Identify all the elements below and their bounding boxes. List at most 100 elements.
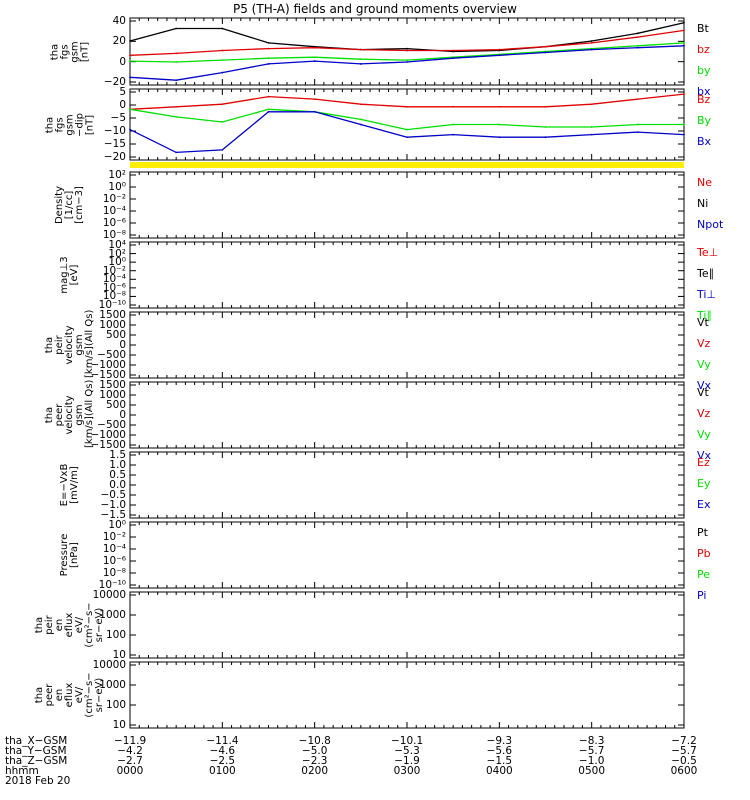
legend-temp-1: Te∥ (697, 267, 715, 280)
y-tick-label: 10⁰ (108, 519, 126, 531)
data-point-By (221, 121, 224, 123)
y-tick-label: −10 (103, 125, 126, 137)
y-tick-label: 0.0 (109, 479, 126, 491)
data-point-bx (359, 63, 362, 65)
data-point-Bz (498, 105, 501, 108)
y-tick-label: 0 (119, 55, 126, 68)
legend-fgs_dsl-1: By (697, 114, 712, 127)
x-row-value: −4.6 (209, 745, 236, 757)
data-point-By (683, 123, 685, 126)
data-point-Bt (406, 47, 408, 50)
data-point-bz (452, 49, 455, 52)
y-tick-label: 1.5 (109, 449, 126, 461)
y-tick-label: 1000 (99, 389, 126, 401)
data-point-Bz (221, 103, 224, 106)
panel-frame-fgs_dsl (129, 88, 685, 161)
x-row-label: hhmm (5, 765, 39, 777)
y-axis-label-peer_vel: tha peer velocity gsm [km/s](All Qs) (44, 379, 95, 448)
legend-fgs-2: by (697, 64, 711, 77)
data-point-bx (175, 79, 178, 82)
x-row-value: −7.2 (671, 735, 697, 747)
y-tick-label: 1000 (99, 679, 126, 691)
legend-pressure-3: Pi (697, 589, 707, 602)
y-tick-label: 1.0 (109, 459, 126, 471)
data-point-Bz (683, 93, 685, 95)
y-tick-label: 1500 (99, 309, 126, 321)
y-tick-label: −500 (97, 419, 126, 431)
y-axis-label-fgs_dsl: tha fgs gsm −dip [nT] (44, 112, 95, 137)
data-point-Bx (406, 136, 408, 139)
y-tick-label: 10⁻¹⁰ (98, 299, 126, 311)
data-point-Bt (267, 41, 270, 44)
y-tick-label: 10² (108, 169, 126, 181)
legend-peir_vel-2: Vy (697, 358, 711, 371)
y-tick-label: 5 (119, 86, 126, 98)
legend-peir_vel-1: Vz (697, 337, 711, 350)
data-point-Bx (175, 151, 178, 154)
data-point-Bt (175, 27, 178, 30)
y-tick-label: 0 (119, 339, 126, 351)
x-row-value: −5.7 (671, 745, 697, 757)
y-axis-label-temp: mag⊥3 [eV] (59, 256, 80, 294)
data-point-Bx (590, 133, 593, 136)
legend-fgs-0: Bt (697, 22, 709, 35)
panel-frame-peir_vel (129, 311, 685, 379)
data-point-Bx (452, 133, 455, 136)
y-tick-label: 10⁻⁶ (102, 217, 126, 229)
y-tick-label: 10⁻⁴ (102, 543, 126, 555)
data-point-By (406, 128, 408, 131)
legend-pressure-1: Pb (697, 547, 711, 560)
data-point-Bx (221, 148, 224, 151)
x-row-value: −10.1 (391, 735, 424, 747)
y-tick-label: −20 (103, 76, 126, 88)
data-point-Bt (636, 32, 639, 35)
x-row-label: tha_X−GSM (5, 735, 68, 747)
data-point-Bx (267, 110, 270, 113)
data-point-Bz (406, 105, 408, 108)
data-point-bz (175, 52, 178, 55)
data-point-Bt (590, 40, 593, 42)
panel-frame-pressure (129, 521, 685, 589)
y-tick-label: 1000 (99, 319, 126, 331)
panel-frame-density (129, 171, 685, 239)
data-point-Bz (175, 105, 178, 108)
y-tick-label: 10⁰ (108, 256, 126, 269)
series-line-Bt (129, 22, 685, 53)
data-point-bx (683, 44, 685, 47)
data-point-bz (221, 49, 224, 52)
legend-pressure-0: Pt (697, 526, 708, 539)
x-row-label: tha_Y−GSM (5, 745, 67, 757)
data-point-bx (636, 46, 639, 49)
data-point-bx (452, 57, 455, 60)
legend-peir_vel-3: Vx (697, 379, 712, 392)
data-point-bx (498, 54, 501, 57)
y-tick-label: −1000 (90, 359, 126, 371)
data-point-Bx (544, 136, 547, 139)
x-row-value: −5.3 (394, 745, 420, 757)
legend-peer_vel-2: Vy (697, 428, 711, 441)
data-point-bx (221, 71, 224, 74)
data-point-By (175, 115, 178, 118)
y-axis-label-pressure: Pressure [nPa] (59, 533, 80, 577)
panel-frame-peer_eflux (129, 661, 685, 729)
data-point-Bz (590, 103, 593, 106)
y-tick-label: −0.5 (100, 489, 127, 501)
data-point-bz (129, 54, 131, 57)
x-row-value: −5.6 (486, 745, 513, 757)
y-tick-label: 500 (105, 399, 126, 411)
y-tick-label: 10⁰ (108, 181, 126, 193)
data-point-By (359, 118, 362, 121)
y-axis-label-peer_eflux: tha peer en eflux eV/ (cm²−s− sr−eV) (34, 672, 105, 718)
data-point-Bz (452, 105, 455, 108)
x-row-value: −1.0 (578, 755, 605, 767)
data-point-bz (590, 41, 593, 44)
y-axis-label-density: Density [1/cc] [cm−3] (54, 185, 85, 225)
x-row-value: −2.7 (117, 755, 143, 767)
data-point-bz (683, 29, 685, 32)
data-point-Bz (313, 98, 316, 101)
data-point-by (267, 57, 270, 60)
data-point-By (267, 108, 270, 111)
data-point-by (406, 59, 408, 62)
y-tick-label: 10 (112, 649, 126, 661)
